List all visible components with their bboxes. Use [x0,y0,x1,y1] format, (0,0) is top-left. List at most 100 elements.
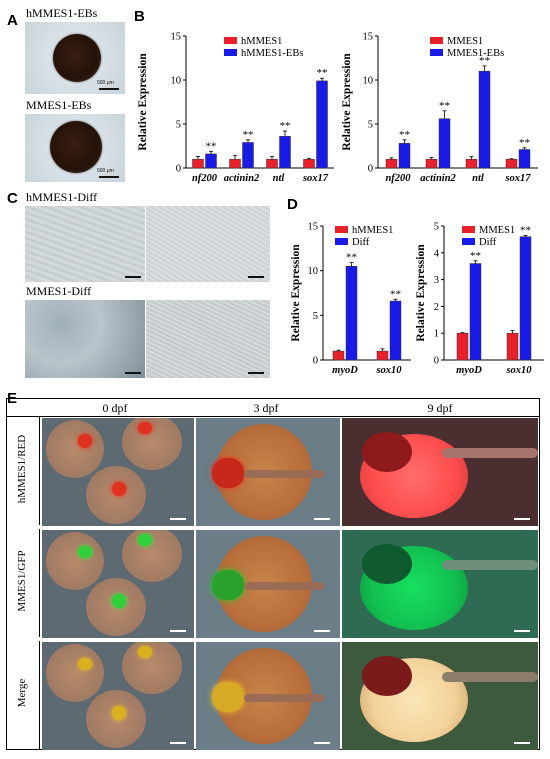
bar [316,80,328,169]
significance-marker: ** [280,120,291,132]
y-tick-label: 2 [434,302,439,313]
eb-caption-m: MMES1-EBs [26,98,92,112]
scale-bar-label: 500 μm [97,80,114,86]
scale-bar [99,176,119,178]
x-tick-label: nf200 [192,173,218,184]
chart-d-left: 0 5 10 15 Relative Expression ** myoD ** sox10 hM… [290,222,411,376]
legend-label: hMMES1-EBs [241,48,303,59]
row-label-box-merge: Merge [6,641,40,749]
x-tick-label: actinin2 [420,173,456,184]
scale-bar [125,372,141,374]
bar [456,332,469,361]
chart-d-right: 0 1 2 3 4 5 Relative Expression ** myoD ** sox10 MM… [416,222,544,376]
legend-label: Diff [479,237,497,248]
column-header-9dpf: 9 dpf [427,401,453,415]
bar [205,153,217,169]
legend-label: hMMES1 [241,36,282,47]
bar [519,236,532,361]
x-tick-label: sox17 [302,173,329,184]
panel-label-a: A [7,12,18,29]
y-tick-label: 0 [434,356,439,367]
diff-caption-m: MMES1-Diff [26,284,92,298]
significance-marker: ** [346,252,357,264]
row-label-box-gfp: MMES1/GFP [6,529,40,637]
legend-swatch [430,37,443,44]
y-tick-label: 10 [308,266,319,277]
fish-red-3dpf [196,418,340,526]
bar [398,143,411,169]
bar [345,265,358,361]
legend-swatch [462,238,475,245]
significance-marker: ** [470,250,481,262]
fish-red-0dpf [42,418,194,526]
y-tick-label: 10 [171,76,182,87]
chart-b-left: 0 5 10 15 Relative Expression ** nf200 ** actini… [137,32,334,184]
fish-gfp-3dpf [196,530,340,638]
bar [505,158,518,169]
row-label-red: hMMES1/RED [16,434,28,504]
diff-image-h-low [25,206,145,282]
y-tick-label: 10 [363,76,374,87]
significance-marker: ** [206,140,217,152]
embryoid-body [50,121,102,173]
y-axis-label: Relative Expression [290,244,302,342]
diff-image-h-high [146,206,270,282]
bar [425,158,438,169]
y-tick-label: 5 [368,120,373,131]
scale-bar [125,276,141,278]
bar [242,142,254,169]
y-tick-label: 1 [434,329,439,340]
bar [465,158,478,169]
significance-marker: ** [390,288,401,300]
bar [389,300,402,361]
scale-bar [99,88,119,90]
row-label-box-red: hMMES1/RED [6,417,40,525]
significance-marker: ** [399,129,410,141]
fish-gfp-9dpf [342,530,538,638]
y-tick-label: 15 [363,32,374,43]
bar [229,158,241,169]
bar [266,158,278,169]
column-header-0dpf: 0 dpf [102,401,128,415]
bar [469,263,482,361]
fish-gfp-0dpf [42,530,194,638]
legend-label: hMMES1 [352,225,393,236]
chart-b-right: 0 5 10 15 Relative Expression ** nf200 ** actini… [342,32,538,184]
y-tick-label: 5 [434,222,439,233]
y-axis-label: Relative Expression [137,53,149,151]
panel-label-c: C [7,190,18,207]
bar [385,158,398,169]
legend-label: MMES1-EBs [447,48,504,59]
eb-image-m: 500 μm [25,114,125,182]
significance-marker: ** [317,67,328,79]
legend-swatch [430,49,443,56]
legend-label: MMES1 [479,225,515,236]
x-tick-label: actinin2 [224,173,260,184]
x-tick-label: myoD [332,365,358,376]
significance-marker: ** [243,129,254,141]
x-tick-label: nf200 [385,173,411,184]
significance-marker: ** [519,137,530,149]
fish-red-9dpf [342,418,538,526]
bar [332,350,345,361]
x-tick-label: ntl [273,173,285,184]
panel-label-b: B [134,8,145,25]
bar [506,332,519,361]
scale-bar [248,372,264,374]
y-tick-label: 5 [313,311,318,322]
significance-marker: ** [479,55,490,67]
bar [303,158,315,169]
fish-merge-9dpf [342,642,538,750]
fish-merge-0dpf [42,642,194,750]
x-tick-label: ntl [472,173,484,184]
legend-label: MMES1 [447,36,483,47]
y-tick-label: 4 [434,248,440,259]
fish-merge-3dpf [196,642,340,750]
x-tick-label: sox10 [375,365,402,376]
eb-image-h: 500 μm [25,22,125,94]
legend-swatch [335,226,348,233]
x-tick-label: sox10 [505,365,532,376]
y-tick-label: 0 [313,356,318,367]
y-axis-label: Relative Expression [342,53,353,151]
y-tick-label: 15 [308,222,319,233]
